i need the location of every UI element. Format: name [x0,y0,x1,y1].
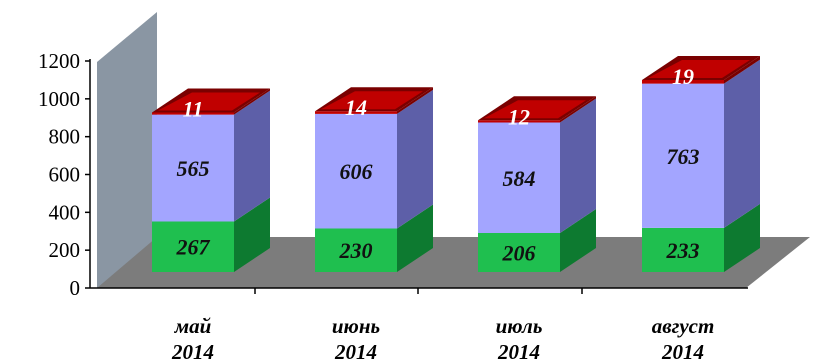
bar-front [478,120,560,123]
data-label: 606 [340,159,373,184]
bar-side [560,98,596,234]
data-label: 11 [183,97,204,122]
bar-side [397,89,433,229]
bar-front [315,113,397,229]
data-label: 19 [672,64,694,89]
bar-front [642,227,724,272]
bar-segment [642,203,760,272]
bar-side [724,55,760,84]
x-tick-label: 2014 [334,340,377,364]
bar-front [315,111,397,114]
floor [97,237,810,288]
bar-segment [152,88,270,115]
bar-side [397,87,433,114]
bar-front [642,79,724,84]
bar-side [724,59,760,228]
bar-front [152,221,234,272]
y-tick-label: 200 [49,238,81,262]
bar-segment [315,87,433,114]
data-label: 233 [666,238,700,263]
bar-side [397,204,433,272]
bar-segment [152,90,270,222]
data-label: 267 [176,235,211,260]
bar-front [478,122,560,234]
bar-segment [152,197,270,272]
x-tick-label: 2014 [171,340,214,364]
y-tick-label: 0 [70,276,81,300]
y-tick-label: 400 [49,200,81,224]
data-label: 565 [177,156,210,181]
data-label: 14 [345,95,367,120]
y-tick-label: 800 [49,125,81,149]
bar-segment [642,55,760,84]
data-label: 206 [502,241,536,266]
bar-segment [315,204,433,272]
bar-segment [478,98,596,234]
bar-side [234,90,270,222]
bar-top-highlight [158,92,260,111]
bar-top-highlight [321,91,423,110]
bar-front [478,233,560,272]
bar-segment [642,59,760,228]
bar-front [152,114,234,222]
x-tick-label: 2014 [661,340,704,364]
back-wall [97,12,157,288]
y-tick-label: 1200 [38,49,80,73]
bar-side [234,88,270,115]
bar-segment [478,209,596,272]
bar-top-highlight [484,100,586,119]
y-tick-label: 600 [49,163,81,187]
bar-segment [478,96,596,123]
x-tick-label: июль [496,314,543,338]
bar-side [560,96,596,123]
bar-top-highlight [648,59,750,78]
bar-segment [315,89,433,229]
data-label: 763 [667,144,700,169]
bar-front [642,83,724,228]
data-label: 12 [508,104,530,129]
x-tick-label: июнь [332,314,380,338]
data-label: 584 [503,166,536,191]
data-label: 230 [339,238,373,263]
bar-side [724,203,760,272]
x-tick-label: август [652,314,715,338]
bar-side [234,197,270,272]
bar-front [315,228,397,272]
x-tick-label: май [174,314,212,338]
y-tick-label: 1000 [38,87,80,111]
bar-front [152,112,234,115]
bar-side [560,209,596,272]
x-tick-label: 2014 [497,340,540,364]
